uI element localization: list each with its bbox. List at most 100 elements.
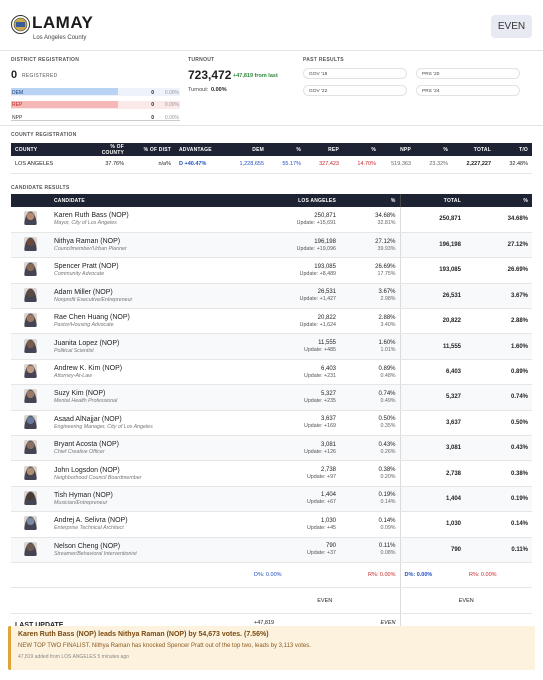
- registration-bar: [11, 100, 118, 108]
- logo-text: LAMAY: [32, 13, 94, 32]
- empty-cell: [11, 587, 250, 614]
- total-pct: 3.67%: [465, 283, 532, 310]
- candidate-row: Adam Miller (NOP) Nonprofit Executive/Ent…: [11, 283, 532, 310]
- avatar: [24, 516, 37, 531]
- county-row: LOS ANGELES 37.76% n/a% D +40.47% 1,228,655 5…: [11, 156, 532, 174]
- candidate-cell: Andrew K. Kim (NOP) Attorney-At-Law: [50, 359, 250, 386]
- registration-row: REP 0 0.00%: [11, 100, 180, 109]
- candidate-cell: Spencer Pratt (NOP) Community Advocate: [50, 257, 250, 284]
- candidate-row: John Logsdon (NOP) Neighborhood Council B…: [11, 460, 532, 487]
- column-header: COUNTY: [11, 143, 88, 156]
- votes-cell: 193,085 Update: +8,489: [250, 257, 340, 284]
- total-votes: 26,531: [399, 283, 465, 310]
- candidate-cell: Nelson Cheng (NOP) Streamer/Behavioral In…: [50, 537, 250, 563]
- votes-cell: 3,637 Update: +169: [250, 410, 340, 437]
- votes: 20,822: [317, 314, 336, 321]
- total-pct: 0.19%: [465, 486, 532, 513]
- total-votes: 3,637: [399, 410, 465, 437]
- vote-update: Update: +231: [304, 372, 336, 379]
- candidate-role: Councilmember/Urban Planner: [54, 246, 127, 253]
- registration-row: NPP 0 0.00%: [11, 113, 180, 121]
- votes-cell: 20,822 Update: +1,624: [250, 308, 340, 335]
- section-label: TURNOUT: [188, 57, 215, 63]
- column-header: %: [343, 143, 380, 156]
- total-pct: 0.74%: [465, 384, 532, 411]
- divider: [0, 50, 543, 51]
- pct: 3.67%: [378, 289, 396, 296]
- candidate-role: Pastor/Housing Advocate: [54, 322, 114, 329]
- total-pct: 2.88%: [465, 308, 532, 335]
- votes-cell: 26,531 Update: +1,427: [250, 283, 340, 310]
- votes: 2,738: [320, 467, 336, 474]
- county-cell: 2,227,227: [452, 156, 495, 174]
- status-badge: EVEN: [491, 15, 532, 38]
- party-label: DEM: [12, 89, 24, 96]
- pct-update: 0.48%: [380, 372, 396, 379]
- avatar-cell: [11, 257, 50, 284]
- pct-update: 1.01%: [380, 347, 396, 354]
- party-pct: 0.00%: [164, 89, 179, 96]
- county-cell: 327,423: [305, 156, 343, 174]
- pct: 27.12%: [375, 238, 396, 245]
- column-header: LOS ANGELES: [250, 194, 340, 207]
- vote-update: Update: +1,624: [299, 321, 336, 328]
- pct: 0.43%: [378, 441, 396, 448]
- votes: 196,198: [314, 238, 336, 245]
- avatar: [24, 440, 37, 455]
- turnout-label: Turnout:: [188, 87, 209, 93]
- county-cell: n/a%: [128, 156, 175, 174]
- pct-cell: 34.68% 32.81%: [340, 207, 400, 233]
- candidate-cell: Suzy Kim (NOP) Mental Health Professional: [50, 384, 250, 411]
- county-cell: 14.70%: [343, 156, 380, 174]
- total-pct: 0.14%: [465, 511, 532, 538]
- avatar-cell: [11, 308, 50, 335]
- avatar: [24, 237, 37, 252]
- pct-cell: 0.43% 0.26%: [340, 435, 400, 462]
- vote-update: Update: +37: [306, 550, 336, 557]
- pct-cell: 0.50% 0.35%: [340, 410, 400, 437]
- section-label: CANDIDATE RESULTS: [11, 185, 70, 191]
- candidate-name: Nelson Cheng (NOP): [54, 542, 121, 550]
- avatar: [24, 313, 37, 328]
- candidate-name: Andrej A. Selivra (NOP): [54, 517, 128, 525]
- column-header: % OF COUNTY: [88, 143, 128, 156]
- party-count: 0: [151, 102, 154, 108]
- pct: 0.50%: [378, 416, 396, 423]
- pct: 0.14%: [378, 517, 396, 524]
- total-pct: 0.50%: [465, 410, 532, 437]
- pct-update: 0.35%: [380, 423, 396, 430]
- candidate-row: Nithya Raman (NOP) Councilmember/Urban Pl…: [11, 232, 532, 259]
- pct: 0.19%: [378, 492, 396, 499]
- registered-count: 0: [11, 69, 18, 81]
- vote-update: Update: +19,096: [296, 245, 336, 252]
- summary-row: D%: 0.00% R%: 0.00% D%: 0.00% R%: 0.00%: [11, 562, 532, 589]
- pct: 2.88%: [378, 314, 396, 321]
- votes-cell: 3,081 Update: +126: [250, 435, 340, 462]
- candidate-role: Mental Health Professional: [54, 398, 118, 405]
- candidate-cell: Bryant Acosta (NOP) Chief Creative Office…: [50, 435, 250, 462]
- party-label: REP: [12, 102, 23, 108]
- votes: 11,555: [318, 340, 336, 347]
- candidate-cell: Tish Hyman (NOP) Musician/Entrepreneur: [50, 486, 250, 513]
- avatar-cell: [11, 384, 50, 411]
- candidate-name: Adam Miller (NOP): [54, 288, 113, 296]
- candidate-row: Nelson Cheng (NOP) Streamer/Behavioral In…: [11, 537, 532, 563]
- candidate-cell: Asaad AlNajjar (NOP) Engineering Manager,…: [50, 410, 250, 437]
- candidate-role: Political Scientist: [54, 347, 94, 354]
- avatar-cell: [11, 232, 50, 259]
- candidate-role: Attorney-At-Law: [54, 373, 92, 380]
- column-header: DEM: [230, 143, 268, 156]
- votes-cell: 1,030 Update: +45: [250, 511, 340, 538]
- candidate-table: CANDIDATE LOS ANGELES% TOTAL% Karen Ruth Ba…: [11, 194, 532, 646]
- candidate-row: Tish Hyman (NOP) Musician/Entrepreneur 1,4…: [11, 486, 532, 513]
- registration-bar: [11, 88, 118, 95]
- avatar: [24, 465, 37, 480]
- column-header: %: [465, 194, 532, 207]
- pct-update: 0.14%: [380, 499, 396, 506]
- pct: 26.69%: [375, 263, 396, 270]
- candidate-row: Suzy Kim (NOP) Mental Health Professional…: [11, 384, 532, 411]
- candidate-name: Nithya Raman (NOP): [54, 238, 121, 246]
- pct-update: 0.26%: [380, 448, 396, 455]
- pct-update: 0.20%: [380, 474, 396, 481]
- candidate-name: Andrew K. Kim (NOP): [54, 365, 123, 373]
